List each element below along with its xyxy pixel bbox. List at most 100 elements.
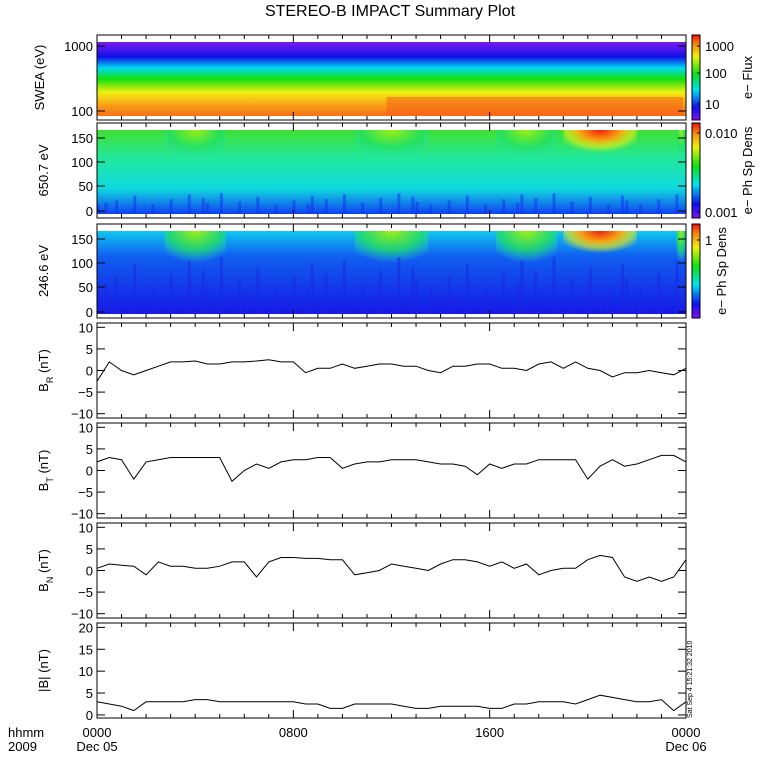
y-tick-label: 50 <box>79 179 93 194</box>
y-tick-label: −10 <box>71 607 93 622</box>
x-tick-label-time: 0800 <box>279 725 308 740</box>
spectrogram-streak <box>502 199 506 214</box>
spectrogram-enhancement <box>386 97 683 116</box>
y-tick-label: 0 <box>86 364 93 379</box>
spectrogram-patch <box>676 231 686 277</box>
spectrogram-streak <box>379 198 383 214</box>
spectrogram-streak <box>187 260 191 314</box>
spectrogram-patch <box>495 231 558 277</box>
y-tick-label: 0 <box>86 564 93 579</box>
spectrogram-streak <box>588 196 592 214</box>
spectrogram-streak <box>675 260 679 314</box>
spectrogram-streak <box>411 196 415 214</box>
spectrogram-streak <box>429 290 433 314</box>
y-tick-label: 0 <box>86 305 93 320</box>
data-line <box>96 454 687 483</box>
spectrogram-streak <box>675 194 679 214</box>
y-label-unit: (nT) <box>36 450 51 477</box>
x-tick-label-date: Dec 06 <box>665 739 706 754</box>
spectrogram-streak <box>502 273 506 314</box>
colorbar <box>691 122 701 219</box>
y-tick-label: −10 <box>71 507 93 522</box>
spectrogram-streak <box>133 263 137 314</box>
spectrogram-streak <box>274 290 278 314</box>
panel-1: 1000 100 10 e− Flux 1000 100 SWEA (eV) <box>32 34 755 121</box>
x-tick-label-time: 0000 <box>83 725 112 740</box>
spectrogram-streak <box>324 199 328 214</box>
spectrogram-streak <box>484 286 488 314</box>
spectrogram-streak <box>97 290 100 314</box>
spectrogram-streak <box>115 200 119 214</box>
spectrogram-patch <box>354 231 429 277</box>
colorbar-label: e− Ph Sp Dens <box>714 227 729 315</box>
data-line <box>96 694 687 712</box>
y-tick-label: 0 <box>86 464 93 479</box>
spectrogram-streak <box>465 263 469 314</box>
colorbar-tick-label: 0.001 <box>705 205 738 220</box>
colorbar <box>691 34 701 121</box>
spectrogram-streak <box>361 283 365 314</box>
spectrogram-hotspot <box>563 231 637 269</box>
spectrogram-streak <box>447 276 451 314</box>
spectrogram-patch <box>164 231 226 277</box>
spectrogram-streak <box>324 273 328 314</box>
spectrogram-streak <box>205 283 209 314</box>
y-tick-label: 5 <box>86 542 93 557</box>
spectrogram-patch <box>354 130 429 172</box>
y-tick-label: −5 <box>78 385 93 400</box>
spectrogram-streak <box>310 195 314 214</box>
x-axis-row1-label: hhmm <box>8 725 44 740</box>
y-tick-label: −5 <box>78 585 93 600</box>
spectrogram-streak <box>342 260 346 314</box>
timestamp-stamp: Sat Sep 4 15:21:32 2010 <box>687 640 694 718</box>
spectrogram-streak <box>205 202 209 214</box>
y-tick-label: 1000 <box>64 39 93 54</box>
data-line <box>96 359 687 382</box>
spectrogram-streak <box>620 263 624 314</box>
y-axis-label: BT (nT) <box>36 450 55 492</box>
colorbar-tick-label: 1 <box>705 233 712 248</box>
y-axis-label: BR (nT) <box>36 349 55 392</box>
spectrogram-streak <box>534 270 538 314</box>
spectrogram-streak <box>570 201 574 214</box>
y-label-sub: R <box>45 376 55 383</box>
colorbar-tick-label: 1000 <box>705 39 734 54</box>
spectrogram-streak <box>534 198 538 214</box>
spectrogram-streak <box>151 286 155 314</box>
spectrogram-streak <box>219 257 223 314</box>
colorbar-label: e− Ph Sp Dens <box>740 126 755 214</box>
spectrogram-streak <box>397 257 401 314</box>
y-tick-label: 150 <box>71 232 93 247</box>
y-tick-label: 0 <box>86 708 93 723</box>
spectrogram-hotspot <box>563 130 637 168</box>
colorbar-tick-label: 100 <box>705 66 727 81</box>
spectrogram-streak <box>520 194 524 214</box>
y-label-main: B <box>36 483 51 492</box>
spectrogram-streak <box>151 204 155 214</box>
x-axis-row2-label: 2009 <box>8 739 37 754</box>
spectrogram-streak <box>516 283 520 314</box>
spectrogram-streak <box>639 286 643 314</box>
spectrogram-streak <box>361 202 365 214</box>
x-tick-label-time: 0000 <box>672 725 701 740</box>
colorbar-label: e− Flux <box>740 56 755 99</box>
y-tick-label: 20 <box>79 620 93 635</box>
y-tick-label: 100 <box>71 155 93 170</box>
spectrogram-streak <box>115 276 119 314</box>
x-tick-label-time: 1600 <box>475 725 504 740</box>
y-label-main: |B| <box>36 677 51 692</box>
spectrogram-streak <box>415 280 419 314</box>
y-tick-label: 50 <box>79 280 93 295</box>
spectrogram-streak <box>187 194 191 214</box>
x-tick-label-date: Dec 05 <box>76 739 117 754</box>
spectrogram-streak <box>238 280 242 314</box>
y-tick-label: 5 <box>86 442 93 457</box>
y-axis-label: 650.7 eV <box>36 144 51 196</box>
plot-title: STEREO-B IMPACT Summary Plot <box>265 3 516 20</box>
y-tick-label: 10 <box>79 520 93 535</box>
panel-frame <box>96 422 687 519</box>
y-axis-label: SWEA (eV) <box>32 45 47 111</box>
spectrogram-streak <box>104 283 108 314</box>
spectrogram-streak <box>570 280 574 314</box>
panel-4: 10 5 0 −5 −10 BR (nT) <box>36 320 687 422</box>
